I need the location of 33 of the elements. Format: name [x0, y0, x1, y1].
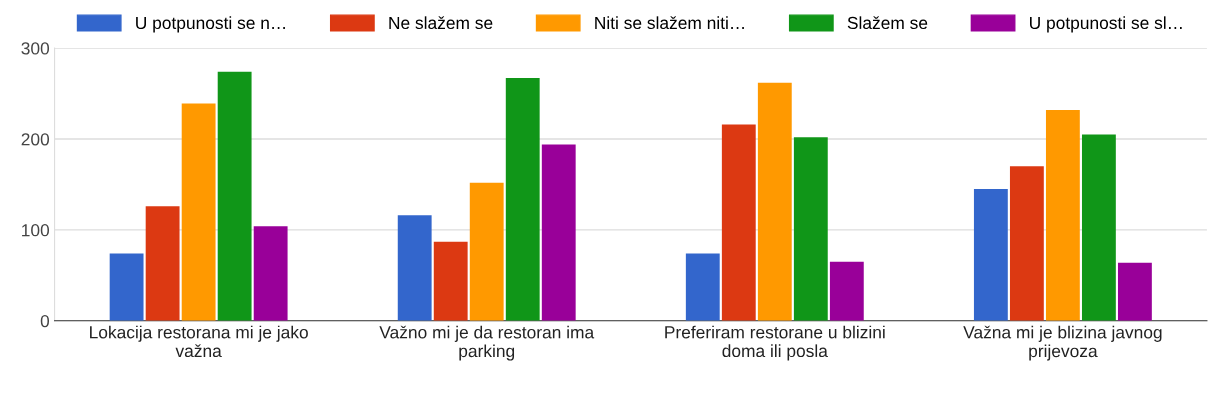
- bar: [1045, 109, 1080, 321]
- bar: [109, 253, 144, 321]
- y-tick-label: 200: [21, 133, 50, 146]
- bar: [541, 144, 576, 321]
- bar: [433, 241, 468, 321]
- bar: [1081, 134, 1116, 321]
- bar: [253, 226, 288, 321]
- bar: [829, 261, 864, 321]
- x-tick-label: Važno mi je da restoran ima parking: [379, 325, 595, 361]
- bar: [397, 215, 432, 321]
- legend-label: Ne slažem se: [389, 16, 493, 30]
- y-tick-label: 100: [22, 224, 50, 237]
- y-tick-label: 0: [40, 314, 50, 328]
- bar: [793, 137, 828, 321]
- legend-label: U potpunosti se n…: [136, 16, 285, 33]
- bar: [145, 206, 180, 321]
- x-tick-label: Lokacija restorana mi je jako važna: [90, 325, 308, 358]
- bar: [973, 189, 1008, 321]
- legend-label: Niti se slažem niti…: [595, 16, 744, 30]
- legend-label: Slažem se: [847, 16, 928, 30]
- bar: [1009, 166, 1044, 321]
- x-tick-label: Preferiram restorane u blizini doma ili posla: [665, 325, 885, 361]
- y-tick-label: 300: [21, 42, 50, 55]
- legend-label: U potpunosti se sl…: [1030, 16, 1182, 33]
- x-tick-label: Važna mi je blizina javnog prijevoza: [963, 325, 1162, 361]
- bar: [505, 78, 540, 321]
- bar: [685, 253, 720, 321]
- bar: [721, 124, 756, 321]
- bar: [181, 103, 216, 321]
- bar: [217, 71, 252, 321]
- bar: [469, 182, 504, 321]
- bar: [757, 82, 792, 321]
- bar: [1117, 262, 1152, 321]
